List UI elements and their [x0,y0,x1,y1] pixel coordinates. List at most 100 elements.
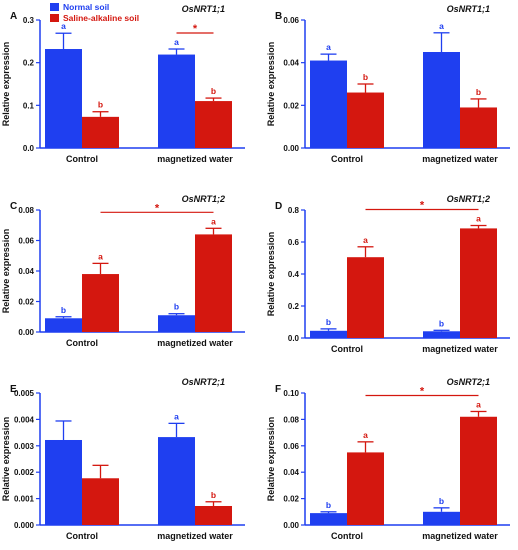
bar [195,101,232,148]
y-tick-label: 0.06 [18,237,34,246]
x-tick-label: magnetized water [157,154,233,164]
y-tick-label: 0.4 [288,270,300,279]
y-tick-label: 0.004 [14,415,35,424]
y-tick-label: 0.02 [283,101,299,110]
y-tick-label: 0.02 [18,298,34,307]
y-tick-label: 0.6 [288,238,300,247]
x-tick-label: Control [66,338,98,348]
panel-E: 0.000 0.001 0.002 0.003 0.004 0.005 Relative e… [1,377,245,541]
significance-letter: a [439,21,444,31]
bar [347,92,384,148]
x-tick-label: magnetized water [422,531,498,541]
bar [82,116,119,148]
y-tick-label: 0.8 [288,206,300,215]
panel-B: 0.00 0.02 0.04 0.06 Relative expression B OsNR… [266,4,510,164]
panel-F: 0.00 0.02 0.04 0.06 0.08 0.10 Relative express… [266,377,510,541]
significance-letter: b [363,72,368,82]
bar [158,54,195,149]
significance-letter: b [326,500,331,510]
significance-star: * [420,200,425,212]
significance-letter: b [98,100,103,110]
y-tick-label: 0.000 [14,521,35,530]
x-tick-label: magnetized water [422,344,498,354]
panel-letter: C [10,201,17,212]
y-axis-label: Relative expression [1,42,11,127]
significance-letter: a [363,430,368,440]
x-tick-label: magnetized water [157,338,233,348]
bar [45,439,82,525]
bar [310,513,347,525]
y-tick-label: 0.06 [283,16,299,25]
legend-swatch-normal [50,3,59,11]
y-tick-label: 0.003 [14,442,35,451]
significance-letter: a [476,214,481,224]
significance-letter: a [98,251,103,261]
legend-label-normal: Normal soil [63,2,109,12]
y-tick-label: 0.02 [283,495,299,504]
y-tick-label: 0.1 [23,101,35,110]
bar [310,60,347,148]
significance-letter: b [211,490,216,500]
bar [195,505,232,525]
bar [347,257,384,338]
x-tick-label: Control [331,531,363,541]
significance-letter: b [174,302,179,312]
gene-name: OsNRT2;1 [447,377,490,387]
bar [45,318,82,332]
y-axis-label: Relative expression [1,229,11,314]
bar [423,511,460,525]
y-tick-label: 0.2 [288,302,300,311]
y-tick-label: 0.002 [14,468,35,477]
y-tick-label: 0.0 [23,144,35,153]
x-tick-label: Control [66,531,98,541]
bar [158,437,195,525]
significance-letter: b [439,318,444,328]
legend-swatch-saline [50,14,59,22]
significance-letter: a [61,21,66,31]
bar [423,52,460,148]
bar [460,416,497,525]
significance-letter: a [363,235,368,245]
bar [195,234,232,332]
legend: Normal soil Saline-alkaline soil [50,2,139,23]
significance-letter: b [439,496,444,506]
y-tick-label: 0.06 [283,442,299,451]
bar [423,331,460,338]
bar [158,315,195,332]
y-tick-label: 0.04 [283,468,299,477]
significance-star: * [193,23,198,35]
y-tick-label: 0.04 [18,267,34,276]
y-tick-label: 0.3 [23,16,35,25]
bar [347,452,384,525]
x-tick-label: Control [331,344,363,354]
y-tick-label: 0.08 [283,415,299,424]
significance-letter: a [174,37,179,47]
significance-letter: a [476,399,481,409]
panel-letter: B [275,11,282,22]
significance-star: * [420,385,425,397]
y-tick-label: 0.00 [283,144,299,153]
y-tick-label: 0.04 [283,59,299,68]
y-axis-label: Relative expression [1,417,11,502]
panel-A: 0.0 0.1 0.2 0.3 Relative expression A OsNRT1;1… [1,4,245,164]
bar [82,274,119,332]
panel-letter: D [275,201,282,212]
y-axis-label: Relative expression [266,417,276,502]
x-tick-label: Control [331,154,363,164]
gene-name: OsNRT2;1 [182,377,225,387]
significance-letter: b [476,87,481,97]
gene-name: OsNRT1;2 [447,194,490,204]
bar [310,330,347,338]
y-tick-label: 0.00 [18,328,34,337]
bar [82,478,119,525]
significance-letter: a [174,411,179,421]
x-tick-label: magnetized water [422,154,498,164]
y-tick-label: 0.005 [14,389,35,398]
x-tick-label: magnetized water [157,531,233,541]
significance-letter: a [326,42,331,52]
gene-name: OsNRT1;1 [182,4,225,14]
y-tick-label: 0.08 [18,206,34,215]
panel-letter: F [275,384,281,395]
significance-letter: b [326,317,331,327]
